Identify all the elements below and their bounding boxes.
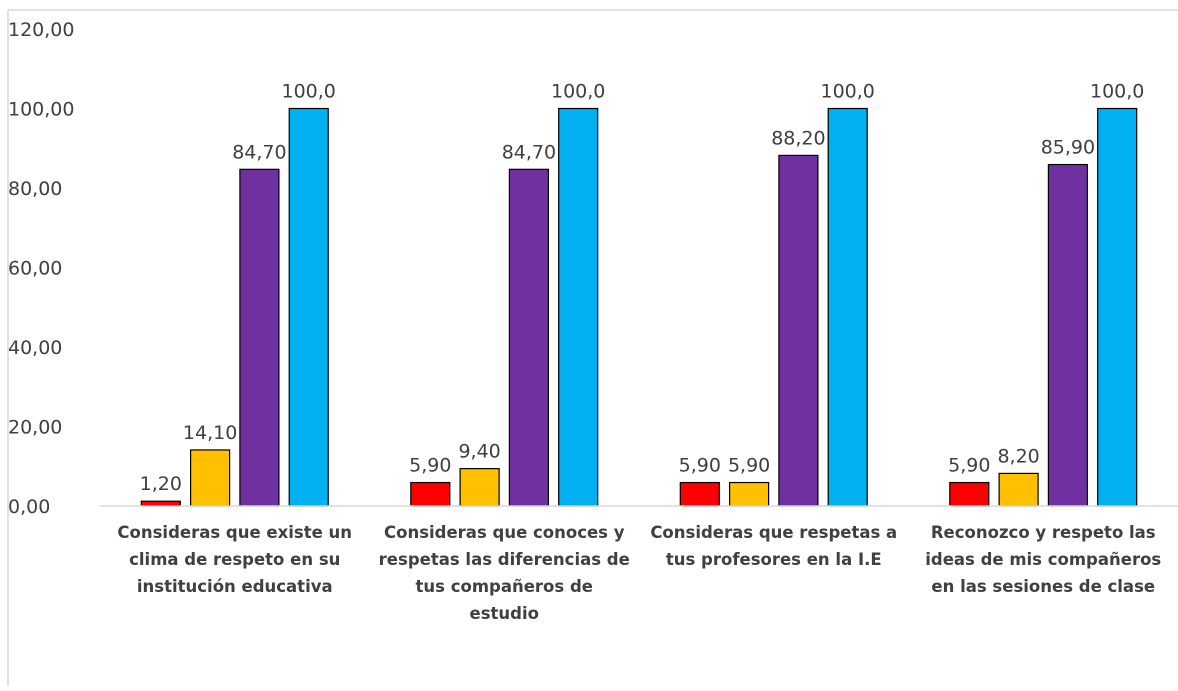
category-label-line: estudio <box>470 604 539 623</box>
category-label: Consideras que conoces y respetas las dif… <box>379 523 630 623</box>
y-tick-label: 60,00 <box>8 258 62 280</box>
bar <box>190 449 231 507</box>
bar-value-label: 100,0 <box>1090 81 1144 103</box>
bar-value-label: 100,0 <box>551 81 605 103</box>
category-label-line: tus profesores en la I.E <box>666 550 882 569</box>
bar <box>778 154 819 507</box>
category-label-line: Reconozco y respeto las <box>931 523 1156 542</box>
category-label-line: Consideras que conoces y <box>384 523 625 542</box>
bars-group <box>140 107 1138 507</box>
bar-value-label: 14,10 <box>183 422 237 444</box>
category-label: Consideras que existe un clima de respeto… <box>117 523 352 596</box>
bar-value-label: 84,70 <box>502 141 556 163</box>
category-label: Consideras que respetas a tus profesores … <box>650 523 897 569</box>
x-axis-labels: Consideras que existe un clima de respeto… <box>117 523 1161 623</box>
bar-value-label: 9,40 <box>458 441 500 463</box>
bar <box>949 481 990 507</box>
bar <box>508 168 549 507</box>
bar <box>1097 107 1138 507</box>
bar-value-label: 100,0 <box>281 81 335 103</box>
bar-value-label: 5,90 <box>728 455 770 477</box>
bar <box>827 107 868 507</box>
bar <box>728 481 770 507</box>
bar-value-label: 100,0 <box>820 81 874 103</box>
y-tick-label: 100,00 <box>8 99 74 121</box>
bar <box>998 472 1039 507</box>
category-label-line: en las sesiones de clase <box>931 577 1155 596</box>
y-tick-label: 0,00 <box>8 496 50 518</box>
bar-value-label: 1,20 <box>140 473 182 495</box>
bar-value-label: 5,90 <box>409 455 451 477</box>
y-tick-label: 20,00 <box>8 417 62 439</box>
category-label-line: Consideras que existe un <box>117 523 352 542</box>
y-axis-ticks: 0,00 20,00 40,00 60,00 80,00 100,00 120,00 <box>8 19 74 518</box>
category-label: Reconozco y respeto las ideas de mis comp… <box>925 523 1161 596</box>
bar-value-label: 5,90 <box>679 455 721 477</box>
bar-value-label: 85,90 <box>1041 137 1095 159</box>
bar <box>239 168 280 507</box>
bar-value-label: 8,20 <box>997 445 1039 467</box>
bar-value-label: 5,90 <box>948 455 990 477</box>
bar <box>558 107 599 507</box>
category-label-line: Consideras que respetas a <box>650 523 897 542</box>
bar <box>288 107 329 507</box>
category-label-line: clima de respeto en su <box>129 550 340 569</box>
y-tick-label: 40,00 <box>8 337 62 359</box>
y-tick-label: 120,00 <box>8 19 74 41</box>
category-label-line: institución educativa <box>137 577 333 596</box>
category-label-line: respetas las diferencias de <box>379 550 630 569</box>
bar <box>1047 163 1089 507</box>
y-tick-label: 80,00 <box>8 178 62 200</box>
bar-value-label: 88,20 <box>771 127 825 149</box>
category-label-line: ideas de mis compañeros <box>925 550 1161 569</box>
bar <box>679 481 720 507</box>
data-labels-group: 1,20 14,10 84,70 100,0 5,90 9,40 84,70 100,0 5,9… <box>140 81 1145 496</box>
category-label-line: tus compañeros de <box>416 577 593 596</box>
bar <box>459 468 500 507</box>
bar <box>410 481 451 507</box>
bar-value-label: 84,70 <box>232 141 286 163</box>
